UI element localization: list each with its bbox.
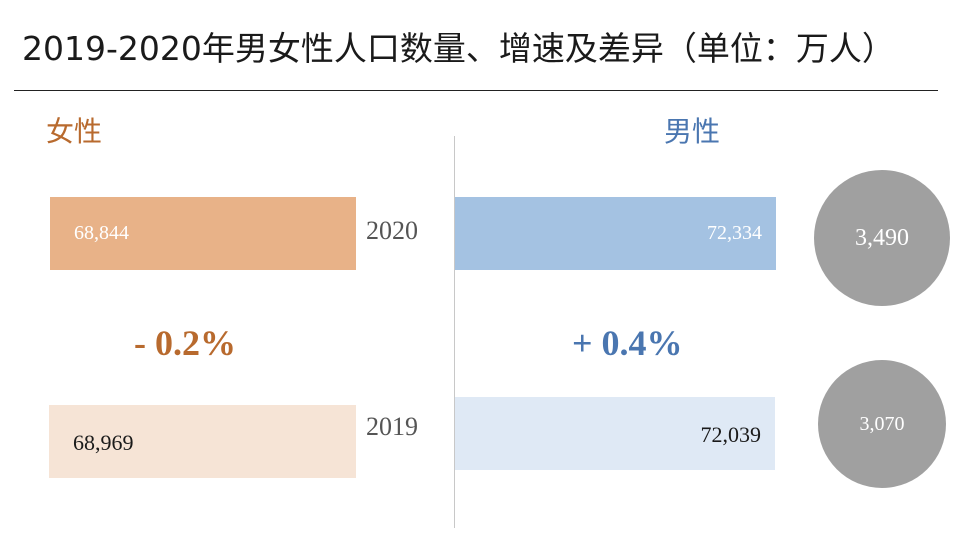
bar-label-female-2019: 68,969 [73, 430, 134, 455]
bar-female-2019 [49, 405, 356, 478]
male-legend-label: 男性 [664, 115, 721, 148]
year-label-2019: 2019 [366, 412, 418, 441]
chart-title: 2019-2020年男女性人口数量、增速及差异（单位：万人） [22, 29, 895, 68]
difference-label-2019: 3,070 [859, 412, 905, 435]
bar-label-male-2020: 72,334 [707, 222, 762, 244]
difference-circle-2019: 3,070 [818, 360, 946, 488]
center-divider [454, 136, 455, 528]
difference-label-2020: 3,490 [855, 224, 909, 251]
bar-label-male-2019: 72,039 [700, 422, 762, 447]
male-growth-rate: + 0.4% [572, 323, 683, 363]
title-divider [14, 90, 938, 91]
bar-male-2020 [455, 197, 776, 270]
year-label-2020: 2020 [366, 216, 418, 245]
female-growth-rate: - 0.2% [134, 323, 236, 363]
difference-circle-2020: 3,490 [814, 170, 950, 306]
bar-male-2019 [455, 397, 775, 470]
female-legend-label: 女性 [46, 115, 103, 148]
bar-label-female-2020: 68,844 [74, 222, 129, 244]
bar-female-2020 [50, 197, 356, 270]
